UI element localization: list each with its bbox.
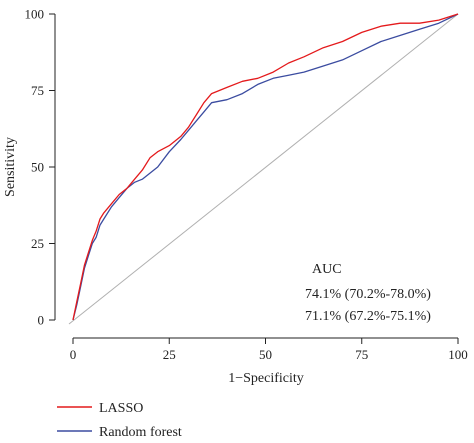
y-tick-label: 0 — [38, 313, 45, 328]
x-tick-label: 100 — [448, 347, 468, 362]
y-tick-label: 25 — [31, 236, 44, 251]
x-axis-title: 1−Specificity — [228, 371, 304, 386]
x-tick-label: 25 — [163, 347, 176, 362]
y-tick-label: 75 — [31, 83, 44, 98]
auc-random-forest-value: 71.1% (67.2%-75.1%) — [305, 309, 431, 324]
legend-label-lasso: LASSO — [99, 401, 143, 416]
x-tick-label: 50 — [259, 347, 272, 362]
series-layer — [72, 13, 459, 321]
series-line-random-forest — [72, 13, 459, 321]
y-ticks: 0 25 50 75 100 — [25, 7, 55, 328]
auc-heading: AUC — [312, 262, 342, 277]
x-tick-label: 75 — [355, 347, 368, 362]
reference-line — [68, 13, 459, 325]
y-tick-label: 100 — [25, 7, 45, 22]
x-ticks: 0 25 50 75 100 — [70, 338, 468, 362]
y-tick-label: 50 — [31, 160, 44, 175]
series-line-lasso — [72, 13, 459, 321]
auc-lasso-value: 74.1% (70.2%-78.0%) — [305, 287, 431, 302]
y-axis-title: Sensitivity — [3, 137, 18, 197]
legend-label-random-forest: Random forest — [99, 425, 182, 440]
x-tick-label: 0 — [70, 347, 77, 362]
reference-diagonal — [68, 13, 459, 325]
legend: LASSO Random forest — [57, 401, 182, 440]
